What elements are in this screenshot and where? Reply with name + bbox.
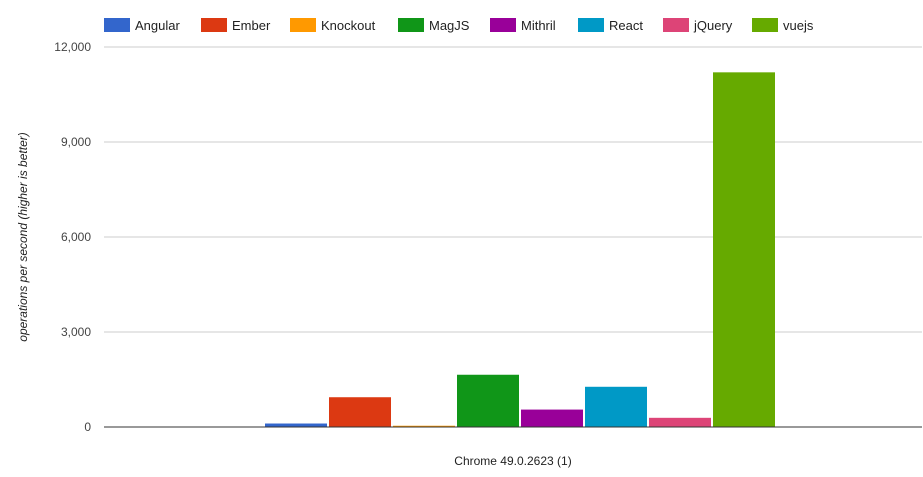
legend-label: Ember bbox=[232, 18, 271, 33]
legend-label: MagJS bbox=[429, 18, 470, 33]
legend-item-mithril[interactable]: Mithril bbox=[490, 18, 556, 33]
bars bbox=[265, 72, 775, 427]
legend-swatch bbox=[201, 18, 227, 32]
y-tick-label: 12,000 bbox=[54, 40, 91, 54]
legend-label: Knockout bbox=[321, 18, 376, 33]
y-tick-label: 6,000 bbox=[61, 230, 91, 244]
y-tick-label: 3,000 bbox=[61, 325, 91, 339]
legend-swatch bbox=[104, 18, 130, 32]
bar-react bbox=[585, 386, 647, 427]
legend-swatch bbox=[490, 18, 516, 32]
legend-label: vuejs bbox=[783, 18, 814, 33]
bar-ember bbox=[329, 397, 391, 427]
legend-swatch bbox=[578, 18, 604, 32]
legend-label: Angular bbox=[135, 18, 180, 33]
bar-knockout bbox=[393, 425, 455, 427]
bar-magjs bbox=[457, 374, 519, 427]
y-tick-label: 0 bbox=[84, 420, 91, 434]
bar-vuejs bbox=[713, 72, 775, 427]
legend-label: React bbox=[609, 18, 643, 33]
bar-angular bbox=[265, 423, 327, 427]
legend-item-ember[interactable]: Ember bbox=[201, 18, 271, 33]
legend-swatch bbox=[663, 18, 689, 32]
gridlines bbox=[104, 46, 922, 333]
legend-item-vuejs[interactable]: vuejs bbox=[752, 18, 814, 33]
x-category-label: Chrome 49.0.2623 (1) bbox=[454, 454, 571, 468]
y-axis-title: operations per second (higher is better) bbox=[16, 132, 30, 341]
y-tick-label: 9,000 bbox=[61, 135, 91, 149]
legend-label: Mithril bbox=[521, 18, 556, 33]
legend-swatch bbox=[752, 18, 778, 32]
y-axis-ticks: 0 3,000 6,000 9,000 12,000 bbox=[54, 40, 91, 434]
legend-swatch bbox=[290, 18, 316, 32]
legend-label: jQuery bbox=[693, 18, 733, 33]
bar-mithril bbox=[521, 409, 583, 427]
bar-jquery bbox=[649, 417, 711, 427]
legend-item-jquery[interactable]: jQuery bbox=[663, 18, 733, 33]
x-axis-labels: Chrome 49.0.2623 (1) bbox=[454, 454, 571, 468]
legend-item-knockout[interactable]: Knockout bbox=[290, 18, 376, 33]
legend-item-angular[interactable]: Angular bbox=[104, 18, 180, 33]
legend-swatch bbox=[398, 18, 424, 32]
legend-item-magjs[interactable]: MagJS bbox=[398, 18, 470, 33]
legend-item-react[interactable]: React bbox=[578, 18, 643, 33]
legend: Angular Ember Knockout MagJS Mithril React jQu… bbox=[104, 18, 814, 33]
